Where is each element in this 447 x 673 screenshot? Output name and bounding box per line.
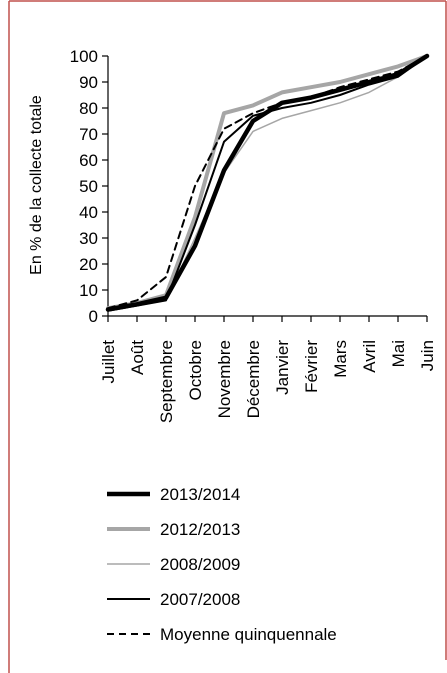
legend-label: Moyenne quinquennale <box>160 625 337 644</box>
x-tick-labels: Juillet Août Septembre Octobre Novembre Décem… <box>99 316 437 423</box>
y-tick-label: 70 <box>79 125 98 144</box>
x-tick-label: Août <box>128 340 147 375</box>
legend-label: 2008/2009 <box>160 555 240 574</box>
legend-label: 2013/2014 <box>160 485 240 504</box>
y-tick-label: 40 <box>79 203 98 222</box>
y-tick-label: 80 <box>79 99 98 118</box>
series-line-moyenne-quinquennale <box>107 55 428 310</box>
series-line-2007-2008 <box>107 55 428 312</box>
series-line-2013-2014 <box>105 53 430 312</box>
y-axis-title-group: En % de la collecte totale <box>28 95 45 275</box>
x-tick-label: Octobre <box>186 340 205 400</box>
y-tick-label: 50 <box>79 177 98 196</box>
x-tick-label: Décembre <box>244 340 263 418</box>
x-tick-label: Janvier <box>273 340 292 395</box>
x-tick-label: Mai <box>389 340 408 367</box>
x-tick-label: Juillet <box>99 340 118 384</box>
x-tick-label: Septembre <box>157 340 176 423</box>
x-tick-label: Avril <box>360 340 379 373</box>
y-axis-label: En % de la collecte totale <box>28 95 45 275</box>
axes <box>107 56 427 317</box>
y-tick-label: 30 <box>79 229 98 248</box>
y-tick-labels: 0 10 20 30 40 50 60 70 80 90 100 <box>70 47 108 326</box>
series-lines <box>105 53 430 312</box>
y-tick-label: 100 <box>70 47 98 66</box>
y-tick-label: 60 <box>79 151 98 170</box>
series-line-2012-2013 <box>106 54 429 311</box>
x-tick-label: Juin <box>418 340 437 371</box>
y-tick-label: 20 <box>79 255 98 274</box>
y-tick-label: 10 <box>79 281 98 300</box>
legend-label: 2007/2008 <box>160 590 240 609</box>
legend: 2013/2014 2012/2013 2008/2009 2007/2008 Moye… <box>107 485 337 644</box>
x-tick-label: Février <box>302 340 321 393</box>
x-tick-label: Mars <box>331 340 350 378</box>
legend-label: 2012/2013 <box>160 520 240 539</box>
y-tick-label: 0 <box>89 307 98 326</box>
y-tick-label: 90 <box>79 73 98 92</box>
series-line-2008-2009 <box>107 55 428 312</box>
x-tick-label: Novembre <box>215 340 234 418</box>
